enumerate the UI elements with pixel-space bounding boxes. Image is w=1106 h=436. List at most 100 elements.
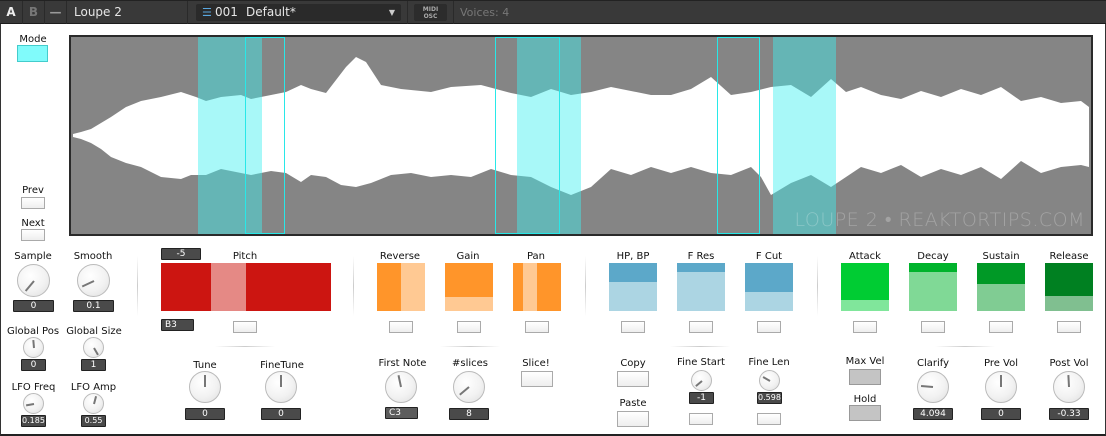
sustain-label: Sustain (982, 251, 1020, 262)
header-bar: A B — Loupe 2 ☰ 001 Default* ▼ MIDI OSC … (0, 0, 1106, 24)
fine-len-toggle[interactable] (757, 413, 781, 425)
slice-region-outline[interactable] (717, 37, 760, 234)
gain-toggle[interactable] (457, 321, 481, 333)
gain-fill (445, 263, 493, 297)
list-icon: ☰ (202, 6, 212, 19)
osc-label: OSC (423, 13, 438, 20)
f-cut-toggle[interactable] (757, 321, 781, 333)
first-note-knob[interactable] (385, 371, 417, 403)
max-vel-button[interactable] (849, 369, 881, 385)
fine-start-knob[interactable] (691, 370, 712, 391)
tune-knob[interactable] (189, 371, 221, 403)
global-pos-value[interactable]: 0 (21, 359, 46, 371)
preset-selector[interactable]: ☰ 001 Default* ▼ (196, 4, 401, 21)
slices-knob[interactable] (453, 371, 485, 403)
slices-value[interactable]: 8 (449, 408, 489, 420)
waveform-icon (73, 57, 1089, 195)
pre-vol-knob[interactable] (985, 371, 1017, 403)
global-size-value[interactable]: 1 (81, 359, 106, 371)
slice-region-selected[interactable] (773, 37, 836, 234)
pitch-toggle[interactable] (233, 321, 257, 333)
release-bar[interactable] (1045, 263, 1093, 311)
release-toggle[interactable] (1057, 321, 1081, 333)
finetune-value[interactable]: 0 (261, 408, 301, 420)
hp-bp-fill (609, 263, 657, 282)
f-res-toggle[interactable] (689, 321, 713, 333)
finetune-knob[interactable] (265, 371, 297, 403)
f-cut-bar[interactable] (745, 263, 793, 311)
pitch-label: Pitch (232, 251, 258, 262)
pitch-note[interactable]: B3 (161, 319, 194, 331)
attack-toggle[interactable] (853, 321, 877, 333)
reverse-bar[interactable] (377, 263, 425, 311)
mode-button[interactable] (17, 45, 48, 62)
hold-button[interactable] (849, 405, 881, 421)
prev-button[interactable] (21, 197, 45, 209)
decay-label: Decay (917, 251, 949, 262)
gain-label: Gain (456, 251, 480, 262)
midi-osc-button[interactable]: MIDI OSC (414, 4, 447, 21)
clarify-value[interactable]: 4.094 (913, 408, 953, 420)
decay-bar[interactable] (909, 263, 957, 311)
mode-label: Mode (19, 34, 47, 45)
divider (817, 256, 818, 316)
pre-vol-value[interactable]: 0 (981, 408, 1021, 420)
attack-fill (841, 263, 889, 300)
fine-len-knob[interactable] (759, 370, 780, 391)
release-fill (1045, 263, 1093, 296)
paste-button[interactable] (617, 411, 649, 427)
post-vol-value[interactable]: -0.33 (1049, 408, 1089, 420)
f-res-label: F Res (687, 251, 715, 262)
hp-bp-bar[interactable] (609, 263, 657, 311)
slice-label: Slice! (522, 358, 550, 369)
fine-start-value[interactable]: -1 (689, 392, 714, 404)
smooth-value[interactable]: 0.1 (73, 300, 114, 312)
next-button[interactable] (21, 229, 45, 241)
f-res-fill (677, 263, 725, 272)
snapshot-b-button[interactable]: B (23, 1, 45, 24)
attack-bar[interactable] (841, 263, 889, 311)
sustain-toggle[interactable] (989, 321, 1013, 333)
divider (137, 256, 138, 316)
pan-marker (523, 263, 537, 311)
hp-bp-toggle[interactable] (621, 321, 645, 333)
lfo-amp-knob[interactable] (83, 393, 104, 414)
divider (215, 346, 275, 347)
pan-bar[interactable] (513, 263, 561, 311)
lfo-amp-value[interactable]: 0.55 (81, 415, 106, 427)
pitch-bar[interactable] (161, 263, 331, 311)
lfo-freq-knob[interactable] (23, 393, 44, 414)
pitch-value[interactable]: -5 (161, 248, 201, 260)
copy-button[interactable] (617, 371, 649, 387)
post-vol-knob[interactable] (1053, 371, 1085, 403)
f-res-bar[interactable] (677, 263, 725, 311)
sustain-bar[interactable] (977, 263, 1025, 311)
lfo-freq-value[interactable]: 0.185 (21, 415, 46, 427)
decay-toggle[interactable] (921, 321, 945, 333)
fine-start-toggle[interactable] (689, 413, 713, 425)
waveform-display[interactable]: LOUPE 2 • REAKTORTIPS.COM (69, 35, 1093, 236)
clarify-knob[interactable] (917, 371, 949, 403)
post-vol-label: Post Vol (1049, 358, 1089, 369)
sample-value[interactable]: 0 (13, 300, 54, 312)
first-note-value[interactable]: C3 (385, 407, 418, 419)
global-pos-knob[interactable] (23, 337, 44, 358)
fine-len-value[interactable]: 0.598 (757, 392, 782, 404)
pan-toggle[interactable] (525, 321, 549, 333)
snapshot-a-button[interactable]: A (0, 1, 23, 24)
global-size-knob[interactable] (83, 337, 104, 358)
slice-region-selected[interactable] (517, 37, 581, 234)
gain-bar[interactable] (445, 263, 493, 311)
copy-label: Copy (620, 358, 646, 369)
fine-start-label: Fine Start (677, 357, 725, 368)
slice-region-selected[interactable] (198, 37, 262, 234)
slice-region-outline[interactable] (245, 37, 285, 234)
instrument-title: Loupe 2 (68, 1, 188, 24)
tune-value[interactable]: 0 (185, 408, 225, 420)
slice-region-outline[interactable] (495, 37, 560, 234)
smooth-knob[interactable] (77, 264, 110, 297)
slice-button[interactable] (521, 371, 553, 387)
collapse-button[interactable]: — (45, 1, 67, 24)
sample-knob[interactable] (17, 264, 50, 297)
reverse-toggle[interactable] (389, 321, 413, 333)
